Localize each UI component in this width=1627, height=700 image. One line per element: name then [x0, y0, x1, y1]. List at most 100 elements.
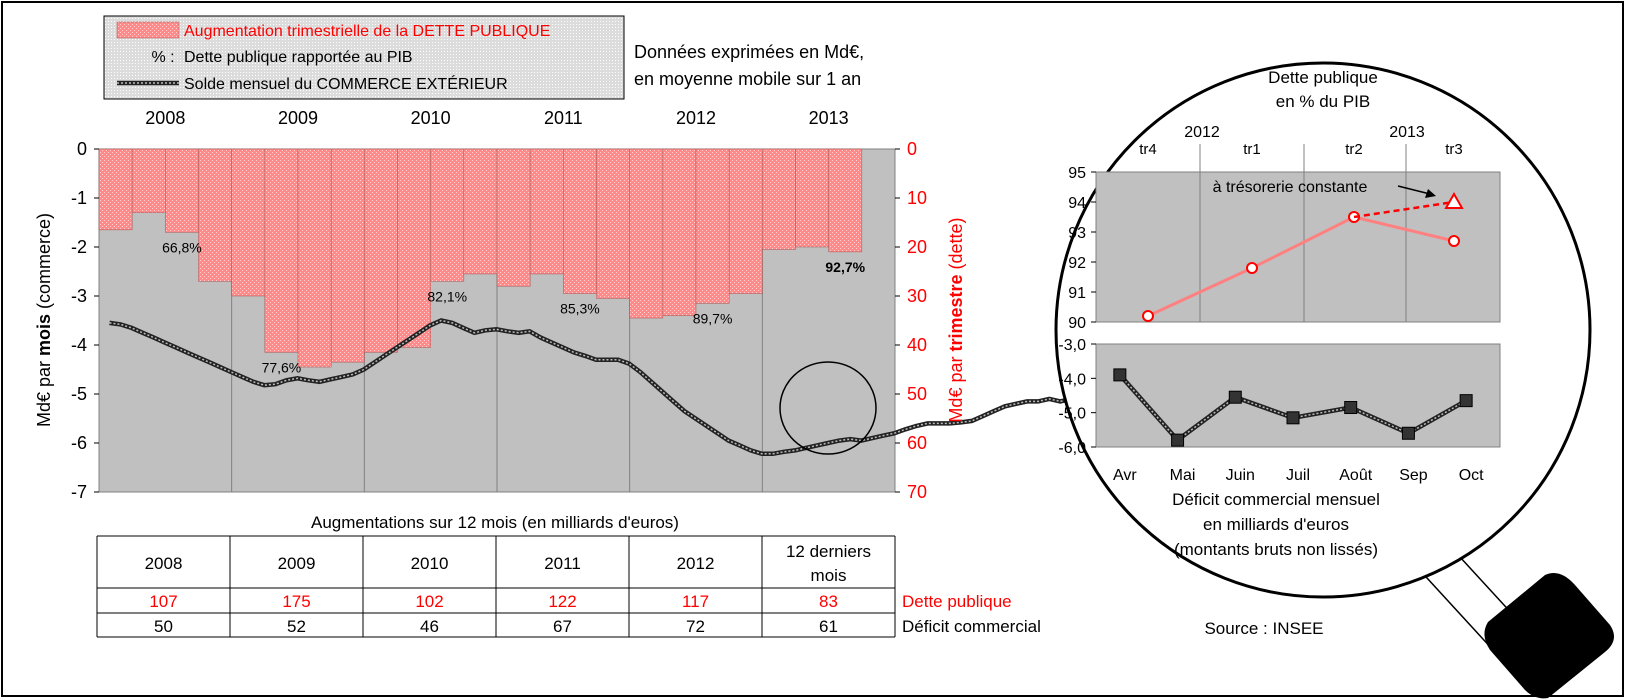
inset-debt-tick-label: 90: [1068, 315, 1086, 332]
inset-year-2013: 2013: [1389, 124, 1425, 141]
right-tick-label: 60: [907, 433, 927, 453]
units-note-line1: Données exprimées en Md€,: [634, 42, 864, 62]
magnifier-inset: Dette publique en % du PIB tr4 tr1 tr2 tr3 201…: [1054, 61, 1614, 699]
left-axis-title-part: (commerce): [34, 213, 54, 314]
inset-year-2012: 2012: [1184, 124, 1220, 141]
inset-debt-title-2: en % du PIB: [1276, 92, 1371, 111]
inset-trade-xlabel-1: en milliards d'euros: [1203, 515, 1349, 534]
debt-bar: [795, 148, 829, 248]
right-axis-title-part: trimestre: [946, 274, 966, 351]
source-label: Source : INSEE: [1204, 619, 1323, 638]
table-cell: 117: [682, 592, 709, 611]
year-label-2008: 2008: [145, 108, 185, 128]
inset-trade-tick-label: -3,0: [1058, 337, 1086, 354]
debt-bar: [496, 148, 531, 287]
table-cell: 50: [154, 617, 173, 636]
units-note-line2: en moyenne mobile sur 1 an: [634, 69, 861, 89]
inset-trade-xlabel-0: Déficit commercial mensuel: [1172, 490, 1380, 509]
inset-trade-point: [1228, 390, 1242, 404]
inset-projection-arrow: [1397, 185, 1431, 195]
debt-bar: [828, 148, 863, 253]
year-label-2012: 2012: [676, 108, 716, 128]
ratio-label: 89,7%: [693, 310, 733, 326]
table-cell: 61: [819, 617, 838, 636]
inset-projection-marker: [1444, 191, 1464, 209]
legend-label-debt: Augmentation trimestrielle de la DETTE P…: [184, 23, 550, 40]
highlight-circle: [779, 361, 877, 455]
table-cell: 72: [686, 617, 705, 636]
inset-trade-point: [1344, 401, 1358, 415]
legend-swatch-percent: % :: [151, 49, 174, 66]
right-axis-title-part: Md€ par: [946, 352, 966, 423]
inset-trade-plot: [1095, 343, 1501, 448]
left-tick-label: 0: [77, 139, 87, 159]
right-tick-label: 20: [907, 237, 927, 257]
inset-month-1: Mai: [1170, 467, 1196, 484]
debt-bar: [397, 148, 431, 348]
inset-quarter-tr3: tr3: [1445, 141, 1463, 158]
table-header-2: 2010: [411, 554, 449, 573]
debt-bar: [596, 148, 630, 299]
inset-debt-plot: [1095, 171, 1501, 323]
table-cell: 122: [548, 592, 576, 611]
debt-bar: [264, 148, 299, 353]
inset-trade-point: [1286, 411, 1300, 425]
table-header-1: 2009: [278, 554, 316, 573]
inset-debt-point: [1448, 235, 1460, 247]
debt-bar: [695, 148, 730, 304]
inset-quarter-tr1: tr1: [1243, 141, 1261, 158]
left-tick-label: -6: [71, 433, 87, 453]
inset-trade-point: [1459, 394, 1473, 408]
inset-trade-point: [1401, 426, 1415, 440]
table-cell: 102: [415, 592, 443, 611]
table-cell: 46: [420, 617, 439, 636]
table-cell: 83: [819, 592, 838, 611]
debt-bar: [563, 148, 597, 294]
inset-quarter-tr4: tr4: [1139, 141, 1157, 158]
right-tick-label: 10: [907, 188, 927, 208]
ratio-label: 85,3%: [560, 301, 600, 317]
table-header-0: 2008: [145, 554, 183, 573]
inset-trade-tick-label: -5,0: [1058, 406, 1086, 423]
left-tick-label: -3: [71, 286, 87, 306]
debt-bar: [529, 148, 564, 275]
inset-month-4: Août: [1339, 467, 1372, 484]
debt-bar: [728, 148, 763, 294]
inset-projection-arrowhead: [1425, 189, 1436, 198]
inset-month-5: Sep: [1399, 467, 1428, 484]
inset-debt-tick-label: 95: [1068, 165, 1086, 182]
left-tick-label: -1: [71, 188, 87, 208]
main-chart: 2008 2009 2010 2011 2012 201366,8%77,6%82,1%8…: [34, 108, 1094, 502]
trade-line-inner: [109, 319, 1094, 455]
right-tick-label: 50: [907, 384, 927, 404]
ratio-label: 77,6%: [262, 359, 302, 375]
year-label-2009: 2009: [278, 108, 318, 128]
debt-bar: [364, 148, 398, 353]
table-cell: 107: [149, 592, 177, 611]
right-axis-title-part: (dette): [946, 217, 966, 274]
left-tick-label: -4: [71, 335, 87, 355]
inset-trade-tick-label: -6,0: [1058, 440, 1086, 457]
table-header-5-b: mois: [811, 566, 847, 585]
table-title: Augmentations sur 12 mois (en milliards …: [311, 513, 679, 532]
debt-bar: [131, 148, 166, 213]
ratio-label: 66,8%: [162, 239, 202, 255]
inset-trade-tick-label: -4,0: [1058, 371, 1086, 388]
right-axis-title: Md€ par trimestre (dette): [946, 217, 966, 422]
table-cell: 175: [282, 592, 310, 611]
left-axis-title-part: mois: [34, 314, 54, 356]
left-axis-title-part: Md€ par: [34, 356, 54, 427]
debt-bar: [629, 148, 664, 319]
inset-debt-tick-label: 93: [1068, 225, 1086, 242]
right-tick-label: 30: [907, 286, 927, 306]
year-label-2011: 2011: [544, 108, 583, 128]
legend: Augmentation trimestrielle de la DETTE P…: [103, 15, 864, 100]
inset-month-2: Juin: [1226, 467, 1255, 484]
summary-table: Augmentations sur 12 mois (en milliards …: [96, 513, 1041, 638]
debt-bar: [430, 148, 465, 282]
left-tick-label: -2: [71, 237, 87, 257]
table-header-4: 2012: [677, 554, 715, 573]
table-header-3: 2011: [544, 554, 581, 573]
